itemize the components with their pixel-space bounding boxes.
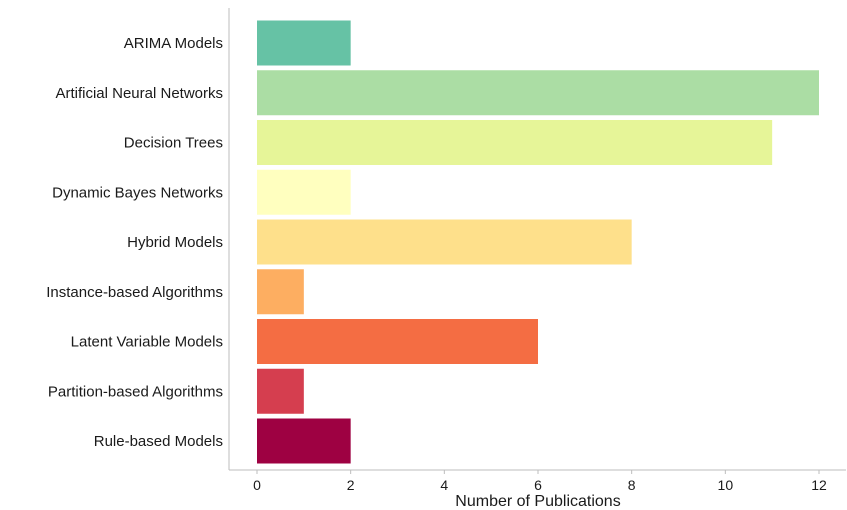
bar-artificial-neural-networks [257, 70, 819, 116]
bar-rule-based-models [257, 418, 351, 464]
x-tick-label: 4 [440, 477, 448, 493]
category-label: Latent Variable Models [71, 334, 223, 351]
x-tick-label: 8 [628, 477, 636, 493]
category-labels-group: ARIMA Models Artificial Neural Networks De… [46, 35, 223, 450]
x-ticks-group: 0 2 4 6 8 10 12 [253, 470, 827, 493]
category-label: Instance-based Algorithms [46, 284, 223, 301]
x-tick-label: 6 [534, 477, 542, 493]
category-label: Artificial Neural Networks [55, 85, 223, 102]
category-label: ARIMA Models [124, 35, 223, 52]
category-label: Hybrid Models [127, 234, 223, 251]
category-label: Partition-based Algorithms [48, 383, 223, 400]
x-tick-label: 12 [811, 477, 827, 493]
bar-decision-trees [257, 120, 773, 165]
category-label: Dynamic Bayes Networks [52, 184, 223, 201]
x-axis-title: Number of Publications [455, 493, 620, 510]
x-tick-label: 0 [253, 477, 261, 493]
x-tick-label: 10 [718, 477, 734, 493]
bar-latent-variable-models [257, 319, 538, 364]
bar-arima-models [257, 20, 351, 66]
bars-group [257, 20, 819, 464]
bar-instance-based-algorithms [257, 269, 304, 315]
category-label: Rule-based Models [94, 433, 223, 450]
bar-partition-based-algorithms [257, 368, 304, 414]
x-tick-label: 2 [347, 477, 355, 493]
bar-hybrid-models [257, 219, 632, 265]
category-label: Decision Trees [124, 135, 223, 152]
bar-dynamic-bayes-networks [257, 169, 351, 215]
